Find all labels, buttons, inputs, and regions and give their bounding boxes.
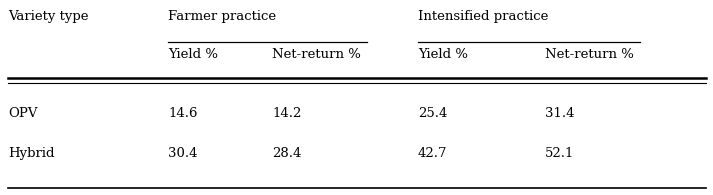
Text: 42.7: 42.7: [418, 147, 448, 160]
Text: OPV: OPV: [8, 107, 38, 120]
Text: Intensified practice: Intensified practice: [418, 10, 548, 23]
Text: Farmer practice: Farmer practice: [168, 10, 276, 23]
Text: 52.1: 52.1: [545, 147, 575, 160]
Text: 30.4: 30.4: [168, 147, 198, 160]
Text: Net-return %: Net-return %: [272, 48, 361, 61]
Text: 31.4: 31.4: [545, 107, 575, 120]
Text: Yield %: Yield %: [418, 48, 468, 61]
Text: 25.4: 25.4: [418, 107, 447, 120]
Text: Variety type: Variety type: [8, 10, 88, 23]
Text: Hybrid: Hybrid: [8, 147, 54, 160]
Text: Net-return %: Net-return %: [545, 48, 634, 61]
Text: 28.4: 28.4: [272, 147, 302, 160]
Text: 14.6: 14.6: [168, 107, 198, 120]
Text: Yield %: Yield %: [168, 48, 218, 61]
Text: 14.2: 14.2: [272, 107, 302, 120]
